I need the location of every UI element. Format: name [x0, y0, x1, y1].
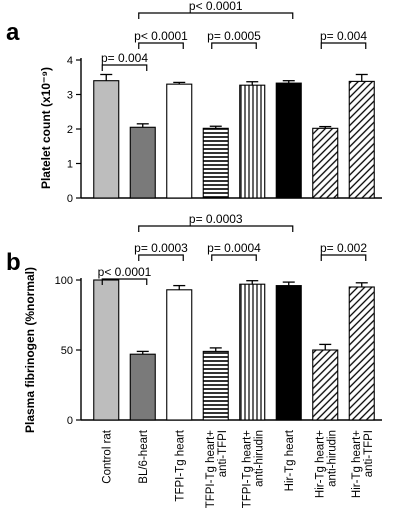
category-label: Hir-Tg heart+: [314, 430, 326, 498]
bar: [312, 349, 339, 421]
y-axis-label-a: Platelet count (x10⁻⁹): [39, 67, 53, 189]
y-tick-label: 1: [67, 159, 73, 171]
significance-bracket: [138, 254, 184, 261]
p-value-label: p= 0.0005: [207, 29, 261, 43]
category-label: anti-hirudin: [326, 430, 338, 487]
bar: [93, 80, 120, 199]
bar: [129, 126, 156, 199]
y-tick-label: 50: [61, 345, 73, 357]
bar: [202, 350, 229, 421]
bar: [239, 84, 266, 199]
p-value-label: p< 0.0001: [134, 29, 188, 43]
y-tick-label: 3: [67, 90, 73, 102]
bar: [275, 285, 302, 421]
p-value-label: p= 0.004: [101, 51, 148, 65]
chart-panel-a: 0 1 2 3 4 p= 0.004 p< 0.0001 p= 0.0005 p< 0.0001…: [67, 0, 382, 205]
y-tick-label: 100: [55, 275, 73, 287]
p-value-label: p= 0.002: [320, 241, 367, 255]
significance-bracket: [211, 42, 257, 49]
category-label: TFPI-Tg heart+: [241, 430, 253, 509]
y-tick-label: 2: [67, 124, 73, 136]
bar: [275, 82, 302, 199]
category-label: TFPI-Tg heart+: [205, 430, 217, 509]
significance-bracket: [101, 64, 148, 71]
bar: [239, 283, 266, 421]
bar: [348, 80, 375, 199]
p-value-label: p< 0.0001: [98, 265, 152, 279]
panel-letter-a: a: [6, 19, 20, 46]
y-tick-label: 4: [67, 55, 73, 67]
y-axis-label-b: Plasma fibrinogen (%normal): [23, 267, 37, 433]
significance-bracket: [320, 42, 367, 49]
category-label: BL/6-heart: [138, 429, 150, 484]
p-value-label: p< 0.0001: [189, 0, 243, 13]
category-label: anti-TFPI: [217, 430, 229, 477]
bar: [129, 353, 156, 421]
significance-bracket: [211, 254, 257, 261]
category-label: TFPI-Tg heart: [174, 429, 186, 501]
significance-bracket: [320, 254, 367, 261]
p-value-label: p= 0.0004: [207, 241, 261, 255]
bar: [166, 83, 193, 199]
category-label: Control rat: [101, 429, 113, 483]
bar: [348, 286, 375, 421]
chart-panel-b: 0 50 100 p< 0.0001 p= 0.0003 p= 0.0004 p= 0.00…: [55, 212, 382, 427]
p-value-label: p= 0.0003: [189, 212, 243, 226]
bar: [166, 289, 193, 421]
bar: [202, 127, 229, 199]
p-value-label: p= 0.004: [320, 29, 367, 43]
category-label: Hir-Tg heart+: [351, 430, 363, 498]
y-tick-label: 0: [67, 193, 73, 205]
bar: [312, 127, 339, 199]
y-tick-label: 0: [67, 415, 73, 427]
p-value-label: p= 0.0003: [134, 241, 188, 255]
panel-letter-b: b: [6, 249, 21, 276]
category-labels: Control rat BL/6-heart TFPI-Tg heart TFPI-T…: [101, 429, 375, 508]
bar: [93, 279, 120, 421]
category-label: Hir-Tg heart: [284, 429, 296, 491]
significance-bracket: [101, 278, 148, 285]
significance-bracket: [138, 42, 184, 49]
significance-bracket: [138, 225, 294, 232]
category-label: anti-hirudin: [253, 430, 265, 487]
category-label: anti-TFPI: [363, 430, 375, 477]
significance-bracket: [138, 12, 294, 19]
